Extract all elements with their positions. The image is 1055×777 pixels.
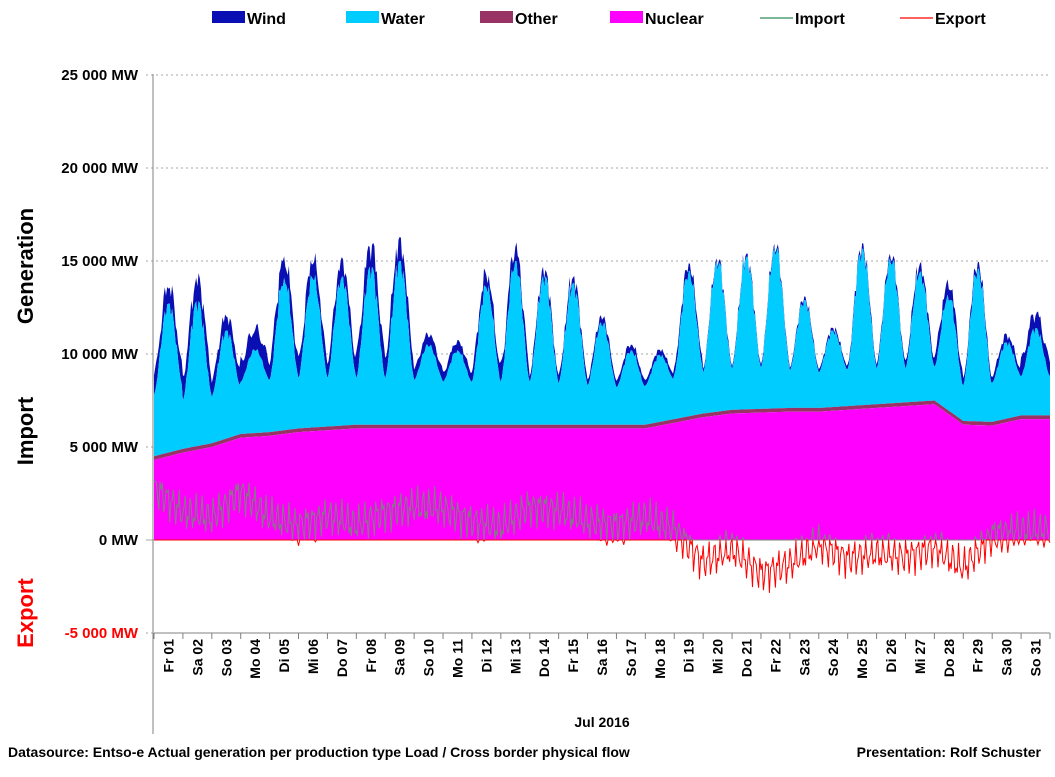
footer-source: Datasource: Entso-e Actual generation pe…: [8, 744, 630, 760]
series-area-nuclear: [154, 404, 1050, 540]
x-tick-label-di-05: Di 05: [276, 639, 292, 673]
y-tick-label-25000: 25 000 MW: [61, 67, 139, 84]
y-tick-labels: 25 000 MW 20 000 MW 15 000 MW 10 000 MW 5 00…: [61, 67, 139, 642]
plot-area: [153, 236, 1051, 593]
x-tick-label-mo-18: Mo 18: [652, 639, 668, 679]
x-tick-label-fr-08: Fr 08: [363, 639, 379, 673]
x-tick-label-sa-30: Sa 30: [999, 639, 1015, 676]
side-label-export: Export: [13, 577, 38, 647]
x-tick-label-mo-04: Mo 04: [247, 639, 263, 679]
x-tick-label-so-17: So 17: [623, 639, 639, 677]
legend-label-import: Import: [795, 11, 845, 28]
x-tick-label-so-31: So 31: [1028, 639, 1044, 677]
y-tick-label--5000: -5 000 MW: [65, 625, 139, 642]
x-tick-labels: Fr 01 Sa 02 So 03 Mo 04 Di 05 Mi 06 Do 07 Fr 08…: [153, 632, 1051, 679]
y-tick-label-15000: 15 000 MW: [61, 253, 139, 270]
x-tick-label-do-28: Do 28: [941, 639, 957, 677]
x-tick-label-fr-15: Fr 15: [565, 639, 581, 673]
x-tick-label-fr-01: Fr 01: [161, 639, 177, 673]
x-tick-label-mi-13: Mi 13: [507, 639, 523, 674]
x-tick-label-do-21: Do 21: [739, 639, 755, 677]
x-axis-month-label: Jul 2016: [574, 714, 629, 730]
x-tick-label-do-07: Do 07: [334, 639, 350, 677]
y-tick-label-0: 0 MW: [99, 532, 139, 549]
legend-label-nuclear: Nuclear: [645, 11, 704, 28]
series-area-wind: [154, 236, 1050, 401]
series-line-import: [153, 479, 1050, 542]
x-tick-label-di-26: Di 26: [883, 639, 899, 673]
x-tick-label-sa-02: Sa 02: [189, 639, 205, 676]
y-tick-label-10000: 10 000 MW: [61, 346, 139, 363]
side-label-generation: Generation: [13, 208, 38, 324]
y-tick-label-5000: 5 000 MW: [70, 439, 139, 456]
x-tick-label-sa-09: Sa 09: [392, 639, 408, 676]
x-tick-label-mi-06: Mi 06: [305, 639, 321, 674]
legend-label-water: Water: [381, 11, 425, 28]
y-tick-label-20000: 20 000 MW: [61, 160, 139, 177]
legend-swatch-water: [346, 11, 379, 23]
legend-swatch-other: [480, 11, 513, 23]
legend-swatch-wind: [212, 11, 245, 23]
x-tick-label-so-24: So 24: [825, 639, 841, 677]
x-tick-label-so-03: So 03: [218, 639, 234, 677]
x-tick-label-do-14: Do 14: [536, 639, 552, 677]
x-tick-label-mi-20: Mi 20: [710, 639, 726, 674]
x-tick-label-so-10: So 10: [421, 639, 437, 677]
legend-label-other: Other: [515, 11, 558, 28]
legend-swatch-nuclear: [610, 11, 643, 23]
side-label-import: Import: [13, 396, 38, 465]
series-area-water: [154, 246, 1050, 457]
x-tick-label-mi-27: Mi 27: [912, 639, 928, 674]
footer-presentation: Presentation: Rolf Schuster: [856, 744, 1041, 760]
x-tick-label-fr-29: Fr 29: [970, 639, 986, 673]
x-tick-label-fr-22: Fr 22: [767, 639, 783, 673]
x-tick-label-sa-16: Sa 16: [594, 639, 610, 676]
legend-label-export: Export: [935, 11, 986, 28]
x-tick-label-di-19: Di 19: [681, 639, 697, 673]
x-tick-label-di-12: Di 12: [478, 639, 494, 673]
x-tick-label-sa-23: Sa 23: [796, 639, 812, 676]
x-tick-label-mo-11: Mo 11: [450, 639, 466, 678]
legend: Wind Water Other Nuclear Import Export: [212, 11, 986, 28]
x-tick-label-mo-25: Mo 25: [854, 639, 870, 679]
series-line-export: [154, 538, 1051, 593]
legend-label-wind: Wind: [247, 11, 286, 28]
